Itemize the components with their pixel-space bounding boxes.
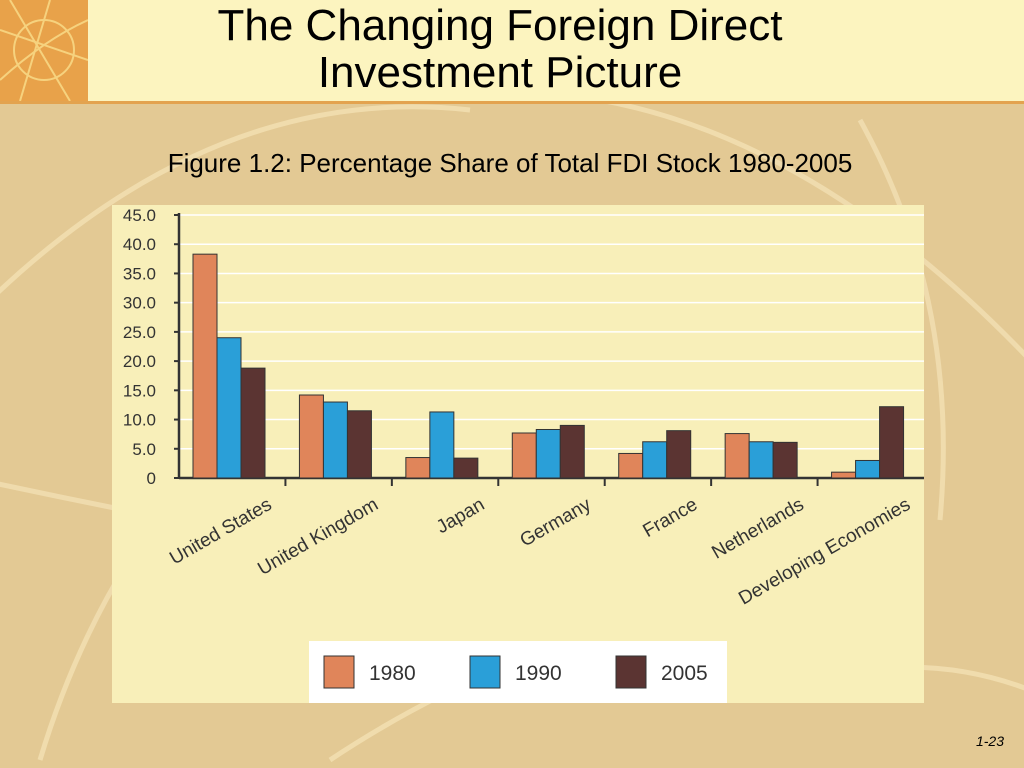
x-category-label: Netherlands — [708, 494, 807, 563]
title-line-2: Investment Picture — [317, 48, 683, 97]
bar-1980 — [724, 433, 750, 479]
bar-2005 — [666, 430, 692, 479]
x-category-label: France — [639, 494, 701, 542]
bar-2005 — [346, 410, 372, 479]
y-tick-label: 40.0 — [123, 235, 156, 254]
legend-swatch-1990 — [469, 655, 501, 689]
slide-title: The Changing Foreign Direct Investment P… — [160, 2, 840, 96]
bar-1990 — [322, 401, 348, 479]
bar-1990 — [642, 441, 668, 479]
slide-number: 1-23 — [975, 733, 1004, 749]
bar-1980 — [192, 253, 218, 479]
x-category-label: Germany — [517, 494, 596, 552]
legend-box — [309, 641, 727, 703]
decorative-logo — [0, 0, 88, 101]
y-tick-label: 35.0 — [123, 264, 156, 283]
bar-2005 — [559, 424, 585, 479]
bar-1990 — [748, 441, 774, 479]
bar-1980 — [405, 457, 431, 479]
legend-label: 1980 — [369, 662, 416, 685]
bar-1990 — [855, 459, 881, 479]
y-tick-label: 15.0 — [123, 381, 156, 400]
chart-panel: 45.0 40.0 35.0 30.0 25.0 20.0 15.0 10.0 5.0 0 Unit… — [112, 205, 924, 703]
bar-1990 — [429, 411, 455, 479]
y-tick-label: 5.0 — [132, 440, 156, 459]
bar-1990 — [535, 428, 561, 479]
legend-label: 2005 — [661, 662, 708, 685]
legend-swatch-1980 — [323, 655, 355, 689]
y-tick-label: 30.0 — [123, 294, 156, 313]
bar-2005 — [453, 457, 479, 479]
figure-caption: Figure 1.2: Percentage Share of Total FD… — [167, 148, 853, 178]
bar-2005 — [240, 367, 266, 479]
x-category-label: Developing Economies — [735, 494, 914, 609]
bar-1980 — [298, 394, 324, 479]
y-tick-label: 20.0 — [123, 352, 156, 371]
x-category-label: Japan — [433, 494, 488, 538]
fdi-bar-chart: 45.0 40.0 35.0 30.0 25.0 20.0 15.0 10.0 5.0 0 Unit… — [123, 206, 924, 703]
bar-2005 — [772, 441, 798, 479]
title-line-1: The Changing Foreign Direct — [217, 1, 783, 50]
x-category-label: United Kingdom — [254, 494, 382, 580]
y-tick-label: 25.0 — [123, 323, 156, 342]
bar-1980 — [831, 471, 857, 479]
bar-1980 — [618, 452, 644, 479]
bar-1980 — [511, 432, 537, 479]
legend-label: 1990 — [515, 662, 562, 685]
y-tick-label: 45.0 — [123, 206, 156, 225]
y-tick-label: 0 — [147, 469, 156, 488]
logo-lines-icon — [0, 0, 88, 101]
title-bar: The Changing Foreign Direct Investment P… — [0, 0, 1024, 104]
bar-1990 — [216, 337, 242, 479]
legend-swatch-2005 — [615, 655, 647, 689]
bar-2005 — [879, 406, 905, 479]
y-tick-label: 10.0 — [123, 411, 156, 430]
